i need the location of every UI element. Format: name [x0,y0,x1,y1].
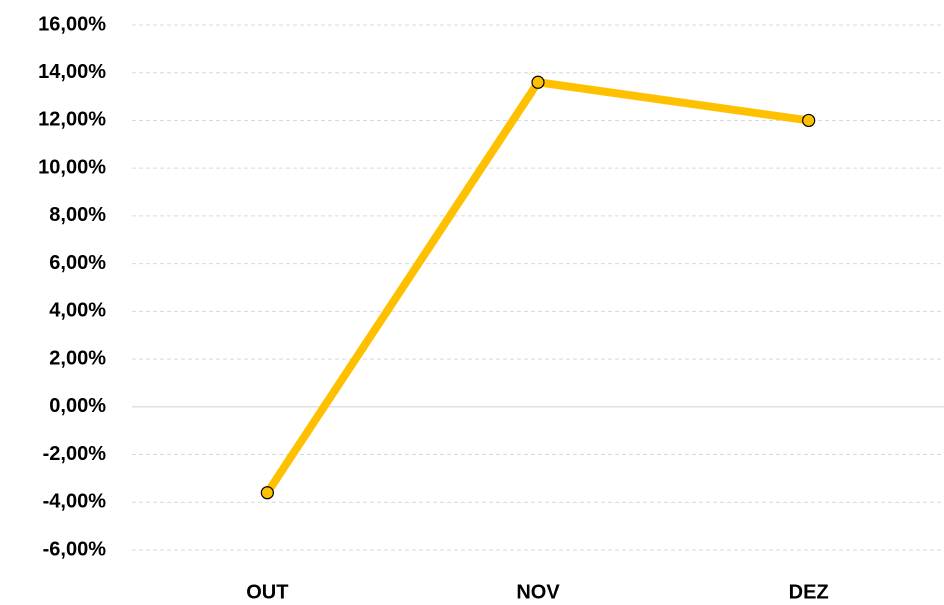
y-tick-label: 0,00% [49,395,106,417]
y-tick-label: -2,00% [43,443,107,465]
y-tick-label: 12,00% [38,109,106,131]
y-tick-label: -4,00% [43,491,107,513]
y-tick-label: 4,00% [49,300,106,322]
marker [802,113,816,128]
y-tick-label: -6,00% [43,538,107,560]
x-tick-label: OUT [246,581,288,603]
y-tick-label: 10,00% [38,156,106,178]
y-tick-label: 2,00% [49,347,106,369]
y-tick-label: 6,00% [49,252,106,274]
x-tick-label: DEZ [789,581,829,603]
x-tick-label: NOV [516,581,560,603]
y-tick-label: 14,00% [38,61,106,83]
y-tick-label: 8,00% [49,204,106,226]
marker [260,486,274,500]
line [263,78,813,497]
marker [531,75,545,89]
y-tick-label: 16,00% [38,13,106,35]
